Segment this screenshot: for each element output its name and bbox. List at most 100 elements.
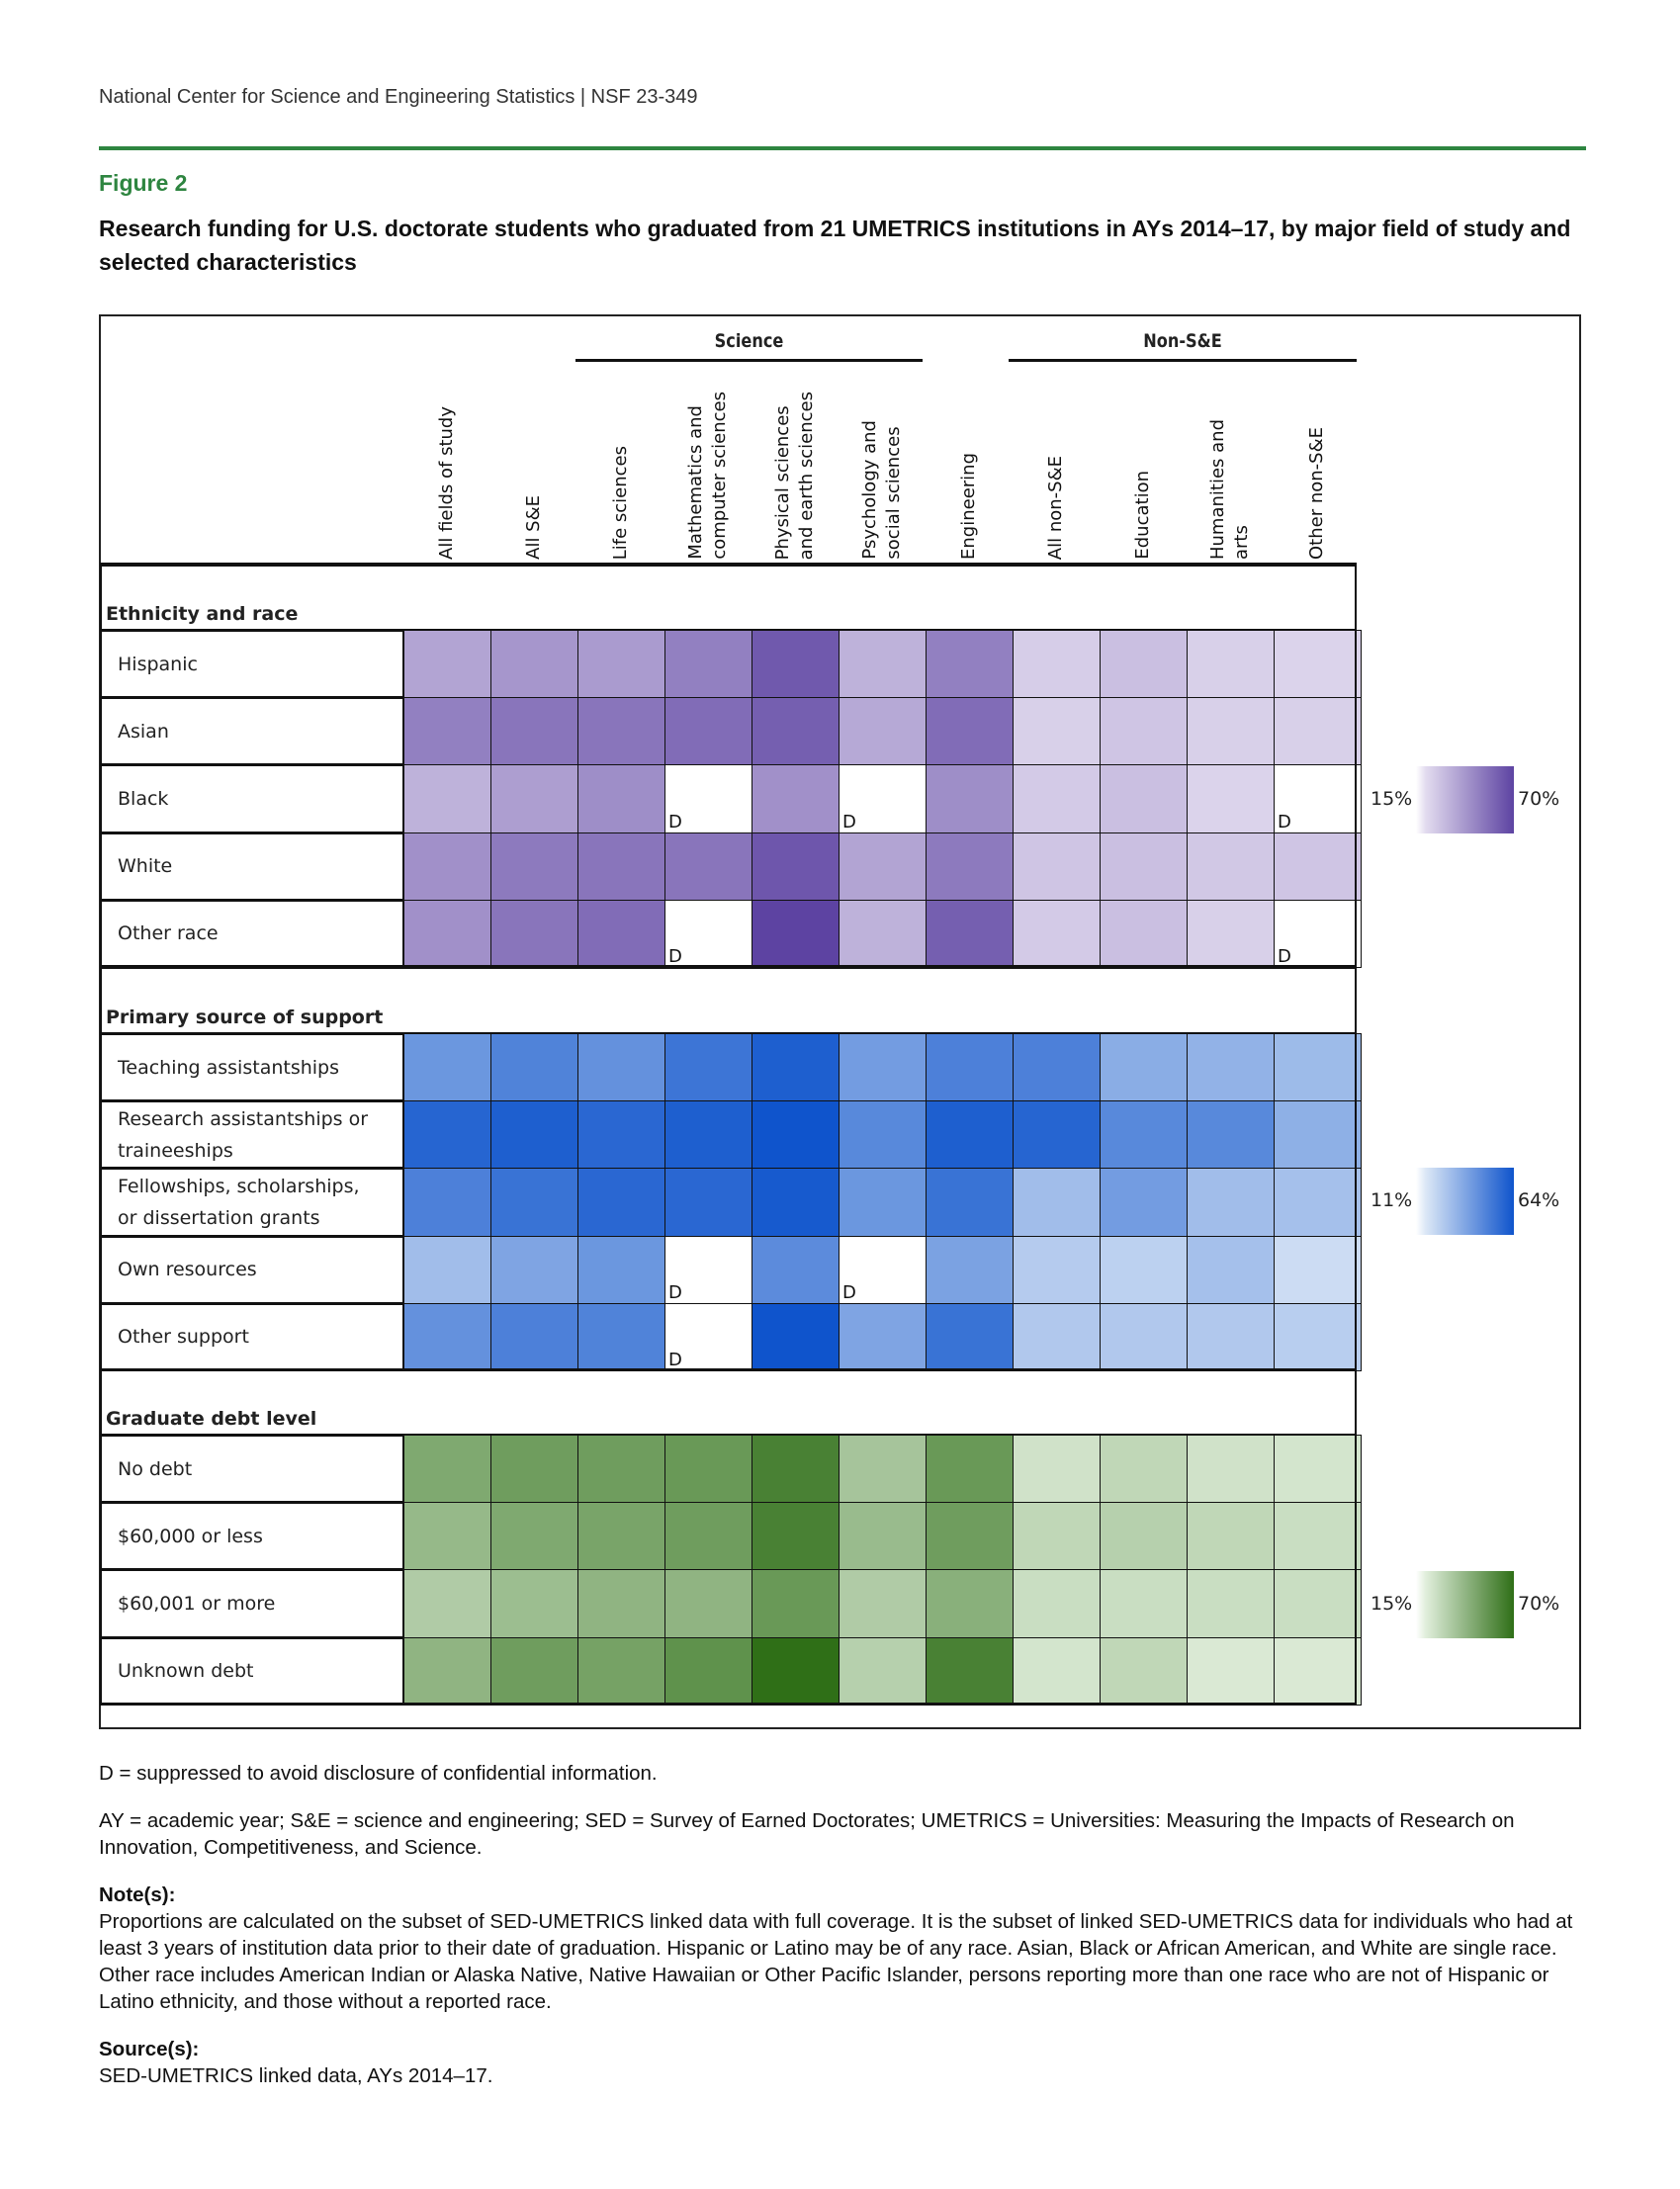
column-header: Psychology and social sciences	[839, 372, 926, 560]
column-header-label: All S&E	[523, 495, 544, 560]
notes-text: Proportions are calculated on the subset…	[99, 1910, 1573, 2013]
heatmap-cell	[664, 630, 752, 699]
suppressed-marker: D	[668, 1281, 682, 1303]
heatmap-cell	[1274, 1100, 1362, 1170]
heatmap-cell	[926, 1033, 1014, 1102]
heatmap-cell	[490, 1636, 578, 1706]
heatmap-cell	[1187, 1569, 1275, 1638]
color-scale-legend	[1416, 766, 1514, 833]
heatmap-cell	[1187, 630, 1275, 699]
heatmap-cell	[1100, 832, 1188, 901]
heatmap-cell	[839, 1502, 927, 1571]
heatmap-cell	[577, 1235, 665, 1304]
heatmap-cell	[1187, 1100, 1275, 1170]
heatmap-cell	[926, 1502, 1014, 1571]
heatmap-cell	[839, 1636, 927, 1706]
heatmap-cell-suppressed: D	[664, 899, 752, 968]
heatmap-cell	[752, 1569, 840, 1638]
legend-min-label: 11%	[1371, 1189, 1413, 1211]
heatmap-cell	[664, 1636, 752, 1706]
heatmap-cell	[1274, 832, 1362, 901]
group-line-non-se	[1009, 359, 1357, 362]
heatmap-cell	[490, 1033, 578, 1102]
row-label: Teaching assistantships	[100, 1033, 404, 1102]
suppressed-marker: D	[1278, 945, 1291, 967]
heatmap-cell-suppressed: D	[664, 764, 752, 833]
heatmap-cell	[577, 1636, 665, 1706]
suppressed-marker: D	[842, 811, 856, 832]
notes-label: Note(s):	[99, 1883, 176, 1906]
heatmap-cell	[1100, 1569, 1188, 1638]
heatmap-cell	[926, 1235, 1014, 1304]
heatmap-cell	[926, 832, 1014, 901]
heatmap-cell	[1274, 630, 1362, 699]
legend-max-label: 70%	[1518, 1593, 1560, 1615]
section-frame	[100, 967, 1357, 1370]
column-header: Mathematics and computer sciences	[664, 372, 752, 560]
heatmap-cell	[1187, 764, 1275, 833]
heatmap-cell	[752, 899, 840, 968]
footnote-abbreviations: AY = academic year; S&E = science and en…	[99, 1809, 1515, 1859]
column-header-label: Physical sciences and earth sciences	[772, 391, 817, 560]
heatmap-cell	[403, 1569, 491, 1638]
heatmap-cell	[1100, 630, 1188, 699]
heatmap-cell	[1013, 1435, 1101, 1504]
figure-label: Figure 2	[99, 170, 188, 196]
heatmap-cell	[1274, 1168, 1362, 1237]
heatmap-cell	[577, 1569, 665, 1638]
color-scale-legend	[1416, 1168, 1514, 1235]
column-header: All non-S&E	[1013, 372, 1100, 560]
heatmap-cell	[403, 630, 491, 699]
report-header: National Center for Science and Engineer…	[99, 86, 698, 108]
heatmap-cell	[1187, 1636, 1275, 1706]
heatmap-cell	[926, 1168, 1014, 1237]
heatmap-cell-suppressed: D	[664, 1235, 752, 1304]
column-header-label: Humanities and arts	[1207, 418, 1252, 560]
heatmap-cell	[1100, 1100, 1188, 1170]
heatmap-cell	[1187, 697, 1275, 766]
column-header: Physical sciences and earth sciences	[752, 372, 839, 560]
column-header-label: All non-S&E	[1045, 455, 1066, 560]
header-bottom-line	[100, 563, 1357, 566]
heatmap-cell	[1013, 697, 1101, 766]
column-header: Humanities and arts	[1187, 372, 1274, 560]
heatmap-cell	[752, 1235, 840, 1304]
legend-max-label: 64%	[1518, 1189, 1560, 1211]
heatmap-cell	[1187, 1302, 1275, 1371]
heatmap-cell	[1013, 1636, 1101, 1706]
row-label: $60,001 or more	[100, 1569, 404, 1638]
heatmap-cell	[1274, 1033, 1362, 1102]
column-header-label: Life sciences	[610, 445, 631, 560]
heatmap-cell	[752, 1435, 840, 1504]
header-divider	[99, 146, 1586, 150]
group-label-science: Science	[714, 330, 784, 352]
heatmap-cell	[490, 899, 578, 968]
source-text: SED-UMETRICS linked data, AYs 2014–17.	[99, 2064, 493, 2087]
heatmap-cell	[403, 1636, 491, 1706]
heatmap-cell	[1274, 1235, 1362, 1304]
suppressed-marker: D	[668, 1349, 682, 1370]
heatmap-cell	[839, 1168, 927, 1237]
heatmap-cell	[577, 1100, 665, 1170]
heatmap-cell	[664, 1100, 752, 1170]
heatmap-cell	[577, 1302, 665, 1371]
heatmap-cell	[490, 630, 578, 699]
heatmap-cell	[490, 1302, 578, 1371]
heatmap-cell	[577, 764, 665, 833]
suppressed-marker: D	[842, 1281, 856, 1303]
heatmap-cell	[752, 1636, 840, 1706]
column-header-label: Mathematics and computer sciences	[685, 392, 730, 560]
footnote-suppressed: D = suppressed to avoid disclosure of co…	[99, 1762, 658, 1785]
heatmap-cell	[1013, 1168, 1101, 1237]
heatmap-cell	[490, 1569, 578, 1638]
heatmap-cell	[490, 832, 578, 901]
heatmap-cell	[403, 1235, 491, 1304]
color-scale-legend	[1416, 1571, 1514, 1638]
heatmap-cell	[926, 630, 1014, 699]
heatmap-cell	[403, 1435, 491, 1504]
legend-min-label: 15%	[1371, 788, 1413, 810]
group-label-non-se: Non-S&E	[1143, 330, 1222, 352]
section-frame	[100, 1369, 1357, 1705]
heatmap-cell	[1100, 1636, 1188, 1706]
heatmap-cell	[490, 764, 578, 833]
